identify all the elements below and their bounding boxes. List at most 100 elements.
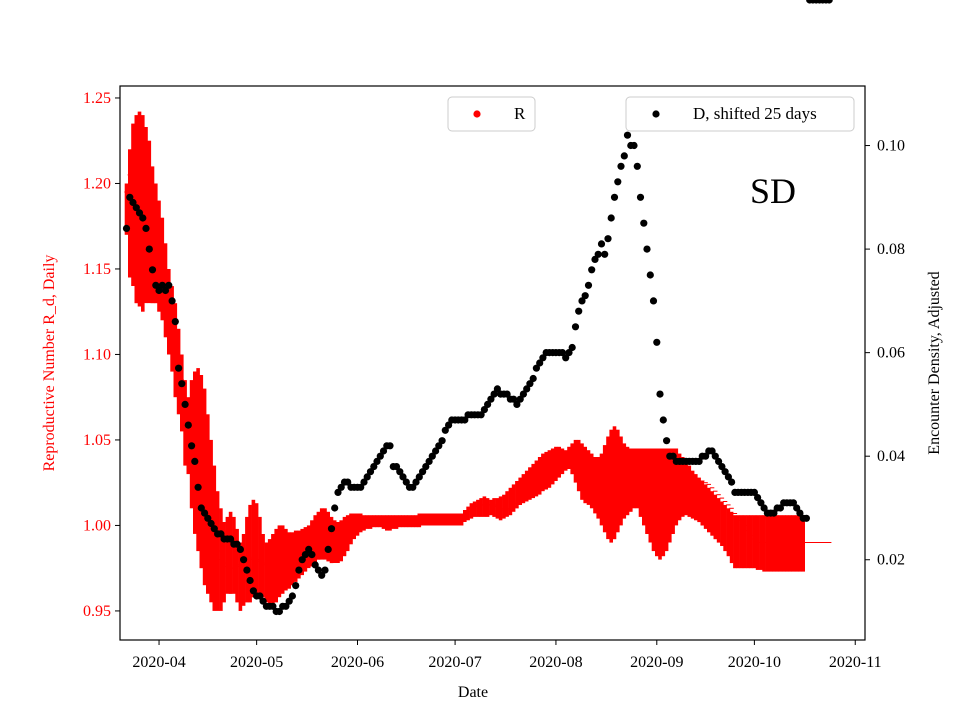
y-axis-right-label: Encounter Density, Adjusted (926, 271, 943, 454)
r-errorbar (160, 217, 165, 321)
d-point (412, 478, 420, 486)
d-point (142, 224, 150, 232)
r-errorbar (297, 530, 301, 579)
r-errorbar (345, 515, 350, 552)
r-errorbar (642, 448, 646, 526)
r-errorbar (791, 515, 796, 572)
d-point (509, 395, 518, 403)
d-point (314, 566, 322, 574)
r-errorbar (502, 494, 506, 519)
r-errorbar (573, 439, 578, 483)
r-errorbar (560, 448, 565, 475)
r-errorbar (362, 515, 366, 531)
d-point (415, 473, 423, 481)
d-point (184, 421, 192, 429)
d-point (796, 509, 804, 517)
d-point (568, 343, 576, 352)
r-errorbar (531, 463, 535, 499)
r-errorbar (570, 443, 574, 475)
r-errorbar (232, 516, 236, 594)
d-point (669, 452, 677, 460)
d-point (721, 468, 729, 476)
r-errorbar (284, 528, 288, 591)
d-point (630, 141, 638, 150)
r-errorbar (274, 528, 278, 603)
r-errorbar (222, 522, 226, 603)
y-left-tick-label: 1.00 (83, 517, 111, 534)
r-errorbar (336, 522, 340, 563)
r-errorbar (674, 448, 679, 526)
r-errorbar (411, 515, 415, 528)
legend-r-marker (473, 110, 481, 118)
d-point (145, 245, 153, 253)
d-point (519, 390, 528, 398)
r-errorbar (420, 513, 425, 526)
r-errorbar (332, 520, 337, 563)
r-errorbar (404, 515, 409, 528)
d-point (399, 473, 407, 481)
r-errorbar (251, 499, 256, 598)
r-errorbar (391, 515, 396, 529)
d-point (428, 452, 436, 460)
r-errorbar (238, 542, 243, 611)
r-errorbar (752, 515, 757, 569)
r-errorbar (385, 515, 389, 531)
r-errorbar (609, 429, 613, 543)
r-errorbar (398, 515, 402, 528)
d-point (337, 483, 345, 491)
r-errorbar (765, 515, 770, 572)
r-errorbar (716, 498, 721, 543)
panel-annotation: SD (750, 171, 796, 211)
d-point (584, 281, 593, 289)
r-errorbar (352, 513, 356, 540)
r-errorbar (157, 200, 161, 312)
d-point (295, 566, 303, 574)
d-point (240, 556, 248, 564)
d-point (132, 204, 140, 212)
r-errorbar (287, 532, 291, 589)
r-errorbar (586, 450, 591, 505)
r-errorbar (290, 532, 295, 586)
r-errorbar (212, 465, 217, 611)
r-errorbar (424, 513, 428, 526)
d-point (588, 266, 596, 274)
d-point (601, 250, 609, 258)
r-errorbar (349, 513, 353, 545)
d-point (357, 483, 365, 491)
r-errorbar (694, 474, 698, 521)
d-point (409, 483, 417, 491)
r-errorbar (228, 511, 233, 594)
d-point (711, 452, 719, 460)
d-point (490, 390, 498, 398)
d-point (392, 463, 401, 471)
r-errorbar (697, 477, 701, 523)
d-point (633, 162, 641, 170)
d-point (422, 463, 430, 471)
d-point (256, 592, 264, 600)
r-errorbar (534, 460, 539, 497)
r-errorbar (518, 477, 522, 505)
r-errorbar (446, 513, 451, 526)
r-errorbar (271, 534, 275, 606)
d-point (379, 447, 388, 455)
r-errorbar (515, 481, 519, 509)
r-errorbar (684, 460, 688, 516)
r-errorbar (671, 448, 675, 534)
r-errorbar (703, 484, 708, 529)
r-errorbar (794, 515, 799, 572)
d-point (581, 292, 589, 300)
d-point (275, 607, 283, 616)
x-tick-label: 2020-08 (529, 654, 582, 671)
d-point (331, 504, 339, 512)
d-point (532, 364, 541, 372)
d-point (161, 286, 170, 295)
r-errorbar (342, 516, 347, 557)
r-errorbar (339, 520, 343, 562)
d-point (770, 509, 778, 517)
r-errorbar (723, 504, 727, 552)
y-right-tick-label: 0.04 (877, 448, 905, 465)
d-point (656, 390, 664, 398)
d-point (207, 519, 215, 528)
r-errorbar (596, 457, 600, 519)
r-errorbar (606, 436, 610, 540)
